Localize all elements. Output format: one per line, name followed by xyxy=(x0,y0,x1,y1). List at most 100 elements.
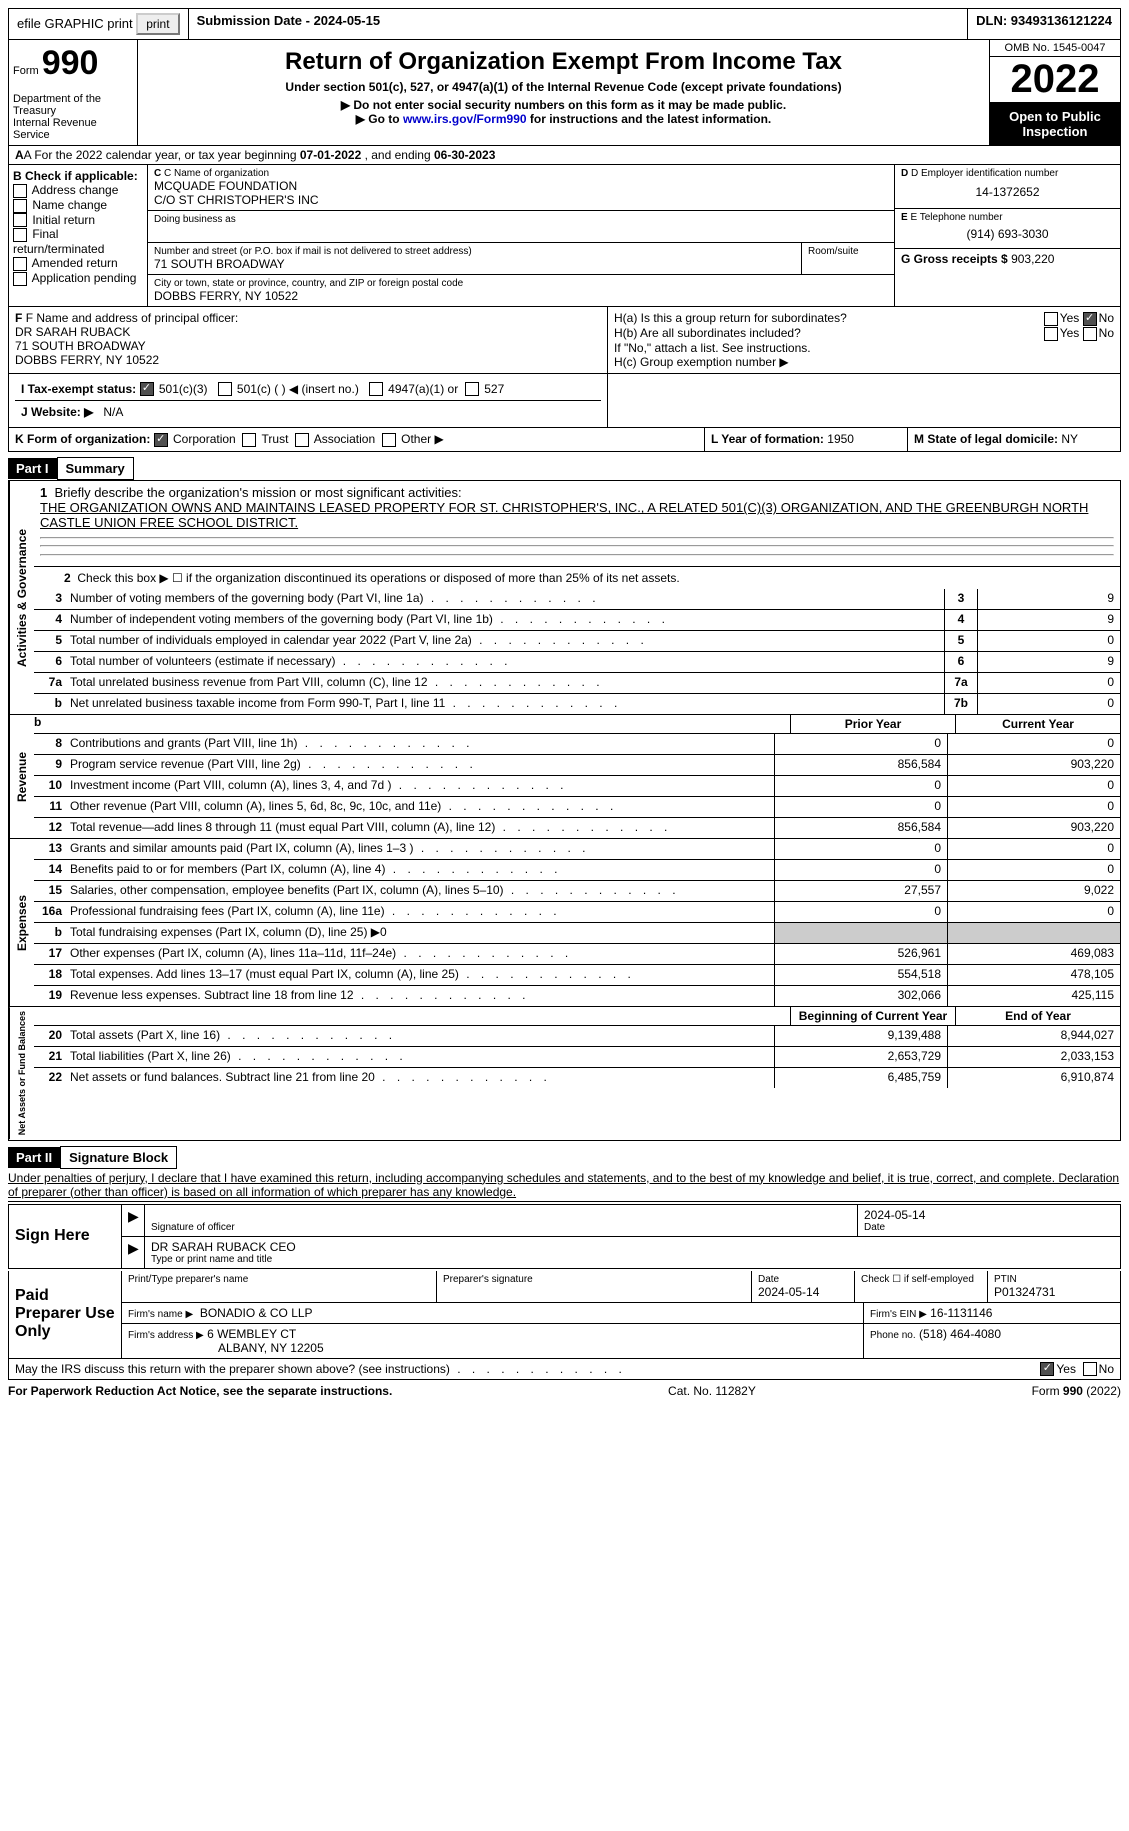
receipts-value: 903,220 xyxy=(1011,252,1054,266)
checkbox-amended-return[interactable] xyxy=(13,257,27,271)
print-button[interactable]: print xyxy=(136,13,179,35)
checkbox-501c3[interactable]: ✓ xyxy=(140,382,154,396)
efile-label: efile GRAPHIC print xyxy=(17,16,133,31)
firm-addr1: 6 WEMBLEY CT xyxy=(207,1327,296,1341)
line-1: 1 Briefly describe the organization's mi… xyxy=(34,481,1120,567)
part2-title: Signature Block xyxy=(60,1146,177,1169)
firm-phone: (518) 464-4080 xyxy=(919,1327,1001,1341)
col-c: C C Name of organization MCQUADE FOUNDAT… xyxy=(148,165,895,306)
part2-header: Part II xyxy=(8,1147,60,1168)
street-value: 71 SOUTH BROADWAY xyxy=(154,257,795,271)
dln-cell: DLN: 93493136121224 xyxy=(968,9,1120,39)
form-label: Form xyxy=(13,65,39,77)
page-footer: For Paperwork Reduction Act Notice, see … xyxy=(8,1384,1121,1398)
col-h: H(a) Is this a group return for subordin… xyxy=(608,307,1120,373)
checkbox-discuss-yes[interactable]: ✓ xyxy=(1040,1362,1054,1376)
checkbox-501c[interactable] xyxy=(218,382,232,396)
governance-label: Activities & Governance xyxy=(9,481,34,714)
header-left: Form 990 Department of the Treasury Inte… xyxy=(9,40,138,145)
line-row: 17Other expenses (Part IX, column (A), l… xyxy=(34,944,1120,965)
prep-check-label: Check ☐ if self-employed xyxy=(861,1274,981,1285)
org-name-label: C C Name of organization xyxy=(154,168,888,179)
checkbox-ha-yes[interactable] xyxy=(1044,312,1058,326)
header-right: OMB No. 1545-0047 2022 Open to Public In… xyxy=(989,40,1120,145)
receipts-row: G Gross receipts $ 903,220 xyxy=(895,249,1120,269)
website-label: J Website: ▶ xyxy=(21,405,93,419)
prep-date-label: Date xyxy=(758,1274,848,1285)
tax-status-label: I Tax-exempt status: xyxy=(21,382,136,396)
checkbox-final-return[interactable] xyxy=(13,228,27,242)
governance-section: Activities & Governance 1 Briefly descri… xyxy=(8,480,1121,715)
sign-block: Sign Here ▶ Signature of officer 2024-05… xyxy=(8,1204,1121,1269)
officer-name: DR SARAH RUBACK xyxy=(15,325,601,339)
city-label: City or town, state or province, country… xyxy=(154,278,888,289)
checkbox-hb-no[interactable] xyxy=(1083,327,1097,341)
part1-title: Summary xyxy=(57,457,134,480)
line-row: 5Total number of individuals employed in… xyxy=(34,631,1120,652)
revenue-section: Revenue b Prior Year Current Year 8Contr… xyxy=(8,715,1121,839)
checkbox-address-change[interactable] xyxy=(13,184,27,198)
prior-year-header: Prior Year xyxy=(790,715,955,733)
top-bar: efile GRAPHIC print print Submission Dat… xyxy=(8,8,1121,40)
ein-value: 14-1372652 xyxy=(901,179,1114,205)
officer-name-label: Type or print name and title xyxy=(151,1254,1114,1265)
checkbox-other[interactable] xyxy=(382,433,396,447)
firm-addr2: ALBANY, NY 12205 xyxy=(218,1341,324,1355)
line-row: 11Other revenue (Part VIII, column (A), … xyxy=(34,797,1120,818)
part1-header-row: Part ISummary xyxy=(8,452,1121,480)
arrow-icon: ▶ xyxy=(128,1208,139,1224)
line-row: 19Revenue less expenses. Subtract line 1… xyxy=(34,986,1120,1006)
checkbox-discuss-no[interactable] xyxy=(1083,1362,1097,1376)
footer-right: Form 990 (2022) xyxy=(1032,1384,1121,1398)
form-title: Return of Organization Exempt From Incom… xyxy=(142,48,985,76)
line-row: bNet unrelated business taxable income f… xyxy=(34,694,1120,714)
mission-text: THE ORGANIZATION OWNS AND MAINTAINS LEAS… xyxy=(40,500,1088,530)
ha-label: H(a) Is this a group return for subordin… xyxy=(614,311,847,326)
line-row: bTotal fundraising expenses (Part IX, co… xyxy=(34,923,1120,944)
checkbox-assoc[interactable] xyxy=(295,433,309,447)
line-row: 10Investment income (Part VIII, column (… xyxy=(34,776,1120,797)
checkbox-corp[interactable]: ✓ xyxy=(154,433,168,447)
checkbox-initial-return[interactable] xyxy=(13,213,27,227)
submission-cell: Submission Date - 2024-05-15 xyxy=(189,9,969,39)
prep-date: 2024-05-14 xyxy=(758,1285,848,1299)
sign-date-label: Date xyxy=(864,1222,1114,1233)
domicile-value: NY xyxy=(1061,432,1078,446)
domicile-label: M State of legal domicile: xyxy=(914,432,1058,446)
line-2: 2 Check this box ▶ ☐ if the organization… xyxy=(34,567,1120,589)
discuss-text: May the IRS discuss this return with the… xyxy=(15,1362,626,1377)
line-row: 15Salaries, other compensation, employee… xyxy=(34,881,1120,902)
row-ij: I Tax-exempt status: ✓ 501(c)(3) 501(c) … xyxy=(8,374,1121,429)
line-row: 6Total number of volunteers (estimate if… xyxy=(34,652,1120,673)
hb-label: H(b) Are all subordinates included? xyxy=(614,326,801,341)
room-label: Room/suite xyxy=(808,246,888,257)
form-note1: ▶ Do not enter social security numbers o… xyxy=(142,98,985,112)
checkbox-527[interactable] xyxy=(465,382,479,396)
checkbox-ha-no[interactable]: ✓ xyxy=(1083,312,1097,326)
tax-year: 2022 xyxy=(990,57,1120,103)
line-row: 8Contributions and grants (Part VIII, li… xyxy=(34,734,1120,755)
checkbox-4947[interactable] xyxy=(369,382,383,396)
ein-label: D D Employer identification number xyxy=(901,168,1114,179)
line-row: 13Grants and similar amounts paid (Part … xyxy=(34,839,1120,860)
col-f: F F Name and address of principal office… xyxy=(9,307,608,373)
hb-note: If "No," attach a list. See instructions… xyxy=(614,341,1114,355)
irs-label: Internal Revenue Service xyxy=(13,117,133,141)
arrow-icon: ▶ xyxy=(128,1240,139,1256)
omb-label: OMB No. 1545-0047 xyxy=(990,40,1120,57)
form-note2: ▶ Go to www.irs.gov/Form990 for instruct… xyxy=(142,112,985,126)
irs-link[interactable]: www.irs.gov/Form990 xyxy=(403,112,527,126)
public-inspection: Open to Public Inspection xyxy=(990,103,1120,145)
line-row: 21Total liabilities (Part X, line 26)2,6… xyxy=(34,1047,1120,1068)
ptin-label: PTIN xyxy=(994,1274,1114,1285)
checkbox-application-pending[interactable] xyxy=(13,272,27,286)
checkbox-name-change[interactable] xyxy=(13,199,27,213)
line-row: 20Total assets (Part X, line 16)9,139,48… xyxy=(34,1026,1120,1047)
footer-center: Cat. No. 11282Y xyxy=(668,1384,756,1398)
checkbox-trust[interactable] xyxy=(242,433,256,447)
info-grid: B Check if applicable: Address change Na… xyxy=(8,165,1121,307)
street-label: Number and street (or P.O. box if mail i… xyxy=(154,246,795,257)
col-b-title: B Check if applicable: xyxy=(13,169,143,183)
checkbox-hb-yes[interactable] xyxy=(1044,327,1058,341)
line-row: 4Number of independent voting members of… xyxy=(34,610,1120,631)
